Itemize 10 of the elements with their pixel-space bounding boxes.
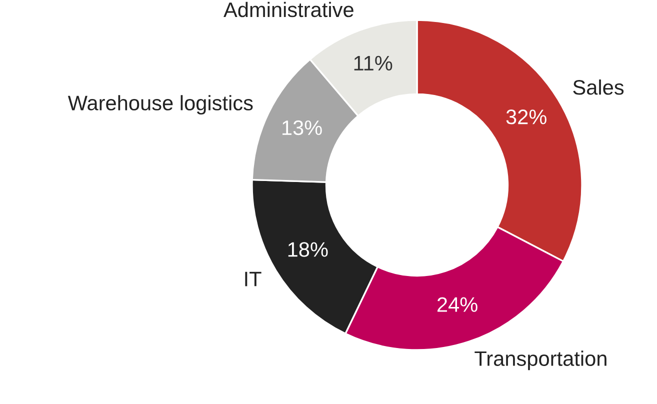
data-label: 13% — [282, 120, 322, 136]
slice-label: Administrative — [224, 2, 354, 18]
data-label: 18% — [288, 242, 328, 257]
data-label: 24% — [437, 297, 478, 312]
slice-label: Warehouse logistics — [68, 95, 253, 115]
slice-label: IT — [245, 272, 262, 286]
slice-label: Transportation — [474, 350, 606, 370]
slice-label: Sales — [573, 79, 624, 95]
data-label: 11% — [354, 56, 392, 71]
data-label: 32% — [506, 110, 546, 124]
